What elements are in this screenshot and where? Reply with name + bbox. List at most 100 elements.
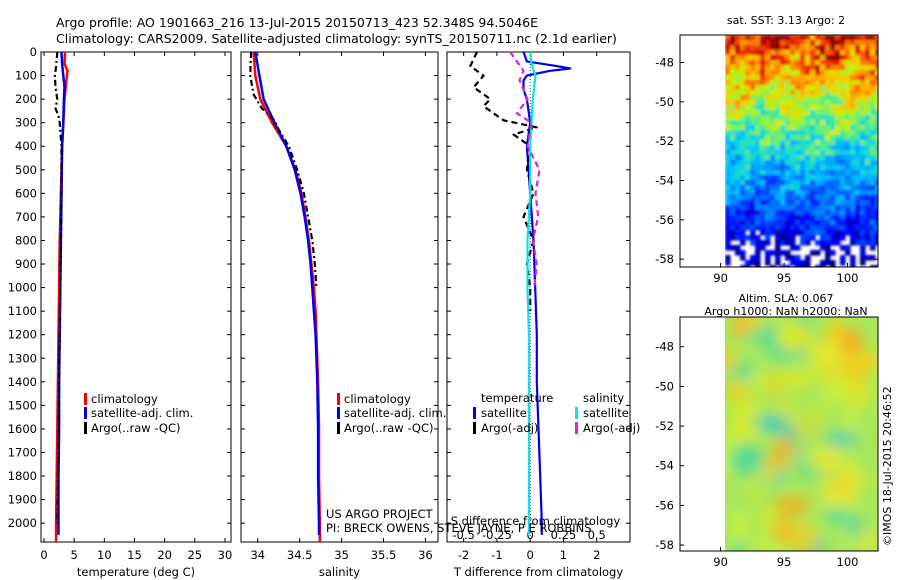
sst-cell (830, 195, 836, 201)
sst-cell (805, 200, 811, 206)
sst-cell (800, 85, 806, 91)
sst-cell (800, 100, 806, 106)
sst-cell (830, 165, 836, 171)
sst-cell (870, 160, 876, 166)
sst-cell (865, 160, 871, 166)
y-tick-label: 1000 (8, 281, 37, 295)
sst-cell (745, 200, 751, 206)
sst-cell (795, 150, 801, 156)
sst-cell (865, 135, 871, 141)
sst-cell (750, 180, 756, 186)
sst-cell (790, 45, 796, 51)
sst-cell (725, 90, 731, 96)
sst-cell (775, 165, 781, 171)
sst-cell (790, 160, 796, 166)
legend-argo-swatch (84, 422, 87, 434)
sst-cell (780, 45, 786, 51)
sst-cell (735, 180, 741, 186)
sst-cell (760, 205, 766, 211)
sst-cell (765, 225, 771, 231)
sst-cell (820, 195, 826, 201)
sst-cell (785, 50, 791, 56)
sla-blob (838, 351, 872, 377)
sst-cell (815, 110, 821, 116)
sst-cell (750, 90, 756, 96)
sst-cell (860, 140, 866, 146)
sla-field (725, 317, 878, 551)
sst-cell (735, 130, 741, 136)
sst-cell (725, 255, 731, 261)
sst-cell (735, 170, 741, 176)
sst-cell (830, 190, 836, 196)
sst-cell (850, 180, 856, 186)
sst-cell (845, 185, 851, 191)
sst-cell (875, 185, 878, 191)
sst-cell (805, 135, 811, 141)
sst-cell (845, 165, 851, 171)
sst-cell (795, 130, 801, 136)
sst-cell (805, 120, 811, 126)
sst-cell (775, 205, 781, 211)
sst-cell (850, 225, 856, 231)
sst-cell (815, 140, 821, 146)
sst-cell (820, 85, 826, 91)
sst-cell (795, 40, 801, 46)
sst-cell (875, 195, 878, 201)
sst-cell (845, 70, 851, 76)
sst-cell (830, 145, 836, 151)
sst-cell (725, 40, 731, 46)
sst-cell (835, 230, 841, 236)
sst-cell (740, 105, 746, 111)
sst-cell (800, 45, 806, 51)
sst-cell (810, 105, 816, 111)
sst-cell (860, 65, 866, 71)
sst-cell (810, 220, 816, 226)
sst-cell (770, 150, 776, 156)
sst-cell (825, 140, 831, 146)
sst-cell (830, 90, 836, 96)
sla-blob (863, 527, 876, 551)
sla-blob (758, 508, 781, 533)
sst-cell (870, 85, 876, 91)
sst-cell (790, 165, 796, 171)
sst-cell (770, 120, 776, 126)
sst-cell (745, 220, 751, 226)
sst-cell (860, 150, 866, 156)
sla-blob (786, 523, 819, 551)
sst-cell (725, 200, 731, 206)
sst-cell (870, 65, 876, 71)
sst-cell (760, 160, 766, 166)
sst-cell (740, 225, 746, 231)
sst-cell (835, 235, 841, 241)
sst-cell (810, 65, 816, 71)
sst-cell (785, 180, 791, 186)
sst-cell (860, 200, 866, 206)
s-axis-label: S difference from climatology (451, 514, 621, 528)
sst-cell (760, 200, 766, 206)
sst-cell (815, 240, 821, 246)
sst-cell (755, 75, 761, 81)
sst-cell (765, 255, 771, 261)
sst-cell (785, 110, 791, 116)
s-axis-tick-label: -0.5 (452, 528, 474, 542)
sst-cell (855, 45, 861, 51)
sst-cell (820, 245, 826, 251)
sst-cell (770, 135, 776, 141)
sst-cell (750, 145, 756, 151)
sst-cell (765, 140, 771, 146)
sst-cell (745, 260, 751, 266)
sst-cell (755, 200, 761, 206)
sst-cell (810, 130, 816, 136)
sst-cell (875, 40, 878, 46)
sst-cell (770, 200, 776, 206)
sst-cell (770, 250, 776, 256)
sst-cell (825, 95, 831, 101)
sst-cell (865, 180, 871, 186)
sst-cell (765, 40, 771, 46)
sst-cell (845, 80, 851, 86)
sst-cell (805, 140, 811, 146)
sst-cell (810, 195, 816, 201)
sst-cell (835, 220, 841, 226)
sst-cell (805, 165, 811, 171)
